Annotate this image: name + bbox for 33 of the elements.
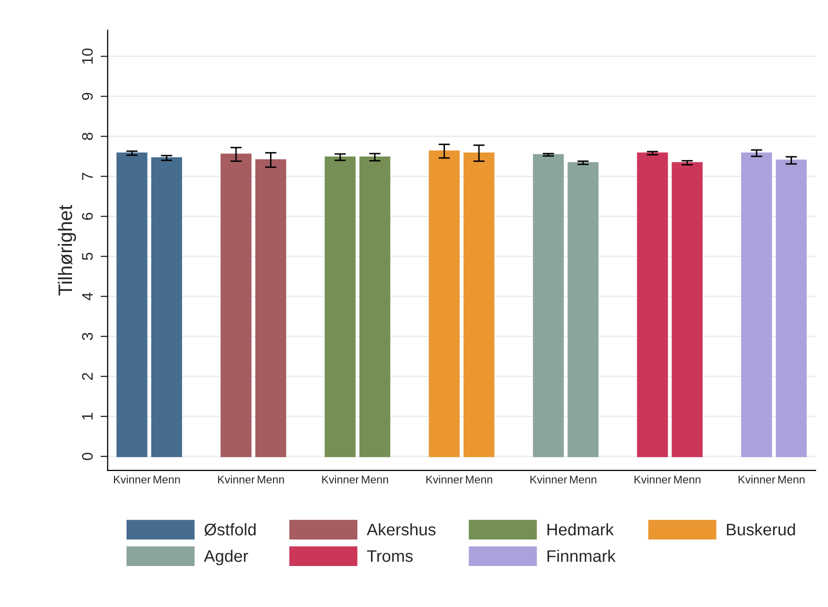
x-tick-label: Kvinner — [322, 475, 359, 484]
y-axis-title: Tilhørighet — [58, 204, 76, 296]
x-tick-label: Menn — [674, 476, 700, 484]
x-tick-label: Kvinner — [530, 475, 568, 484]
y-tick-label: 2 — [82, 372, 93, 380]
y-tick-label: 6 — [82, 212, 93, 220]
x-tick-label: Kvinner — [218, 475, 255, 484]
x-tick-label: Menn — [258, 476, 284, 484]
y-tick-label: 10 — [82, 48, 93, 64]
legend-label: Troms — [367, 550, 413, 562]
legend-label: Buskerud — [726, 523, 795, 536]
x-tick-label: Menn — [778, 476, 804, 484]
x-tick-label: Menn — [362, 476, 388, 484]
y-tick-label: 1 — [82, 412, 93, 420]
legend-label: Østfold — [204, 523, 256, 536]
x-tick-label: Kvinner — [426, 475, 463, 484]
x-tick-label: Kvinner — [738, 475, 776, 484]
legend-label: Hedmark — [548, 523, 614, 536]
legend-label: Agder — [204, 550, 248, 566]
y-tick-label: 7 — [82, 172, 93, 180]
legend-label: Finnmark — [548, 550, 616, 562]
y-tick-label: 0 — [82, 452, 93, 460]
x-tick-label: Menn — [466, 476, 492, 484]
x-tick-label: Menn — [570, 476, 596, 484]
x-tick-label: Menn — [154, 476, 180, 484]
y-tick-label: 9 — [82, 92, 93, 100]
x-tick-label: Kvinner — [114, 475, 151, 484]
y-tick-label: 5 — [82, 252, 93, 260]
legend-label: Akershus — [366, 523, 436, 536]
y-tick-label: 4 — [82, 292, 93, 300]
y-tick-label: 8 — [82, 132, 93, 140]
y-tick-label: 3 — [82, 332, 93, 340]
x-tick-label: Kvinner — [634, 475, 672, 484]
